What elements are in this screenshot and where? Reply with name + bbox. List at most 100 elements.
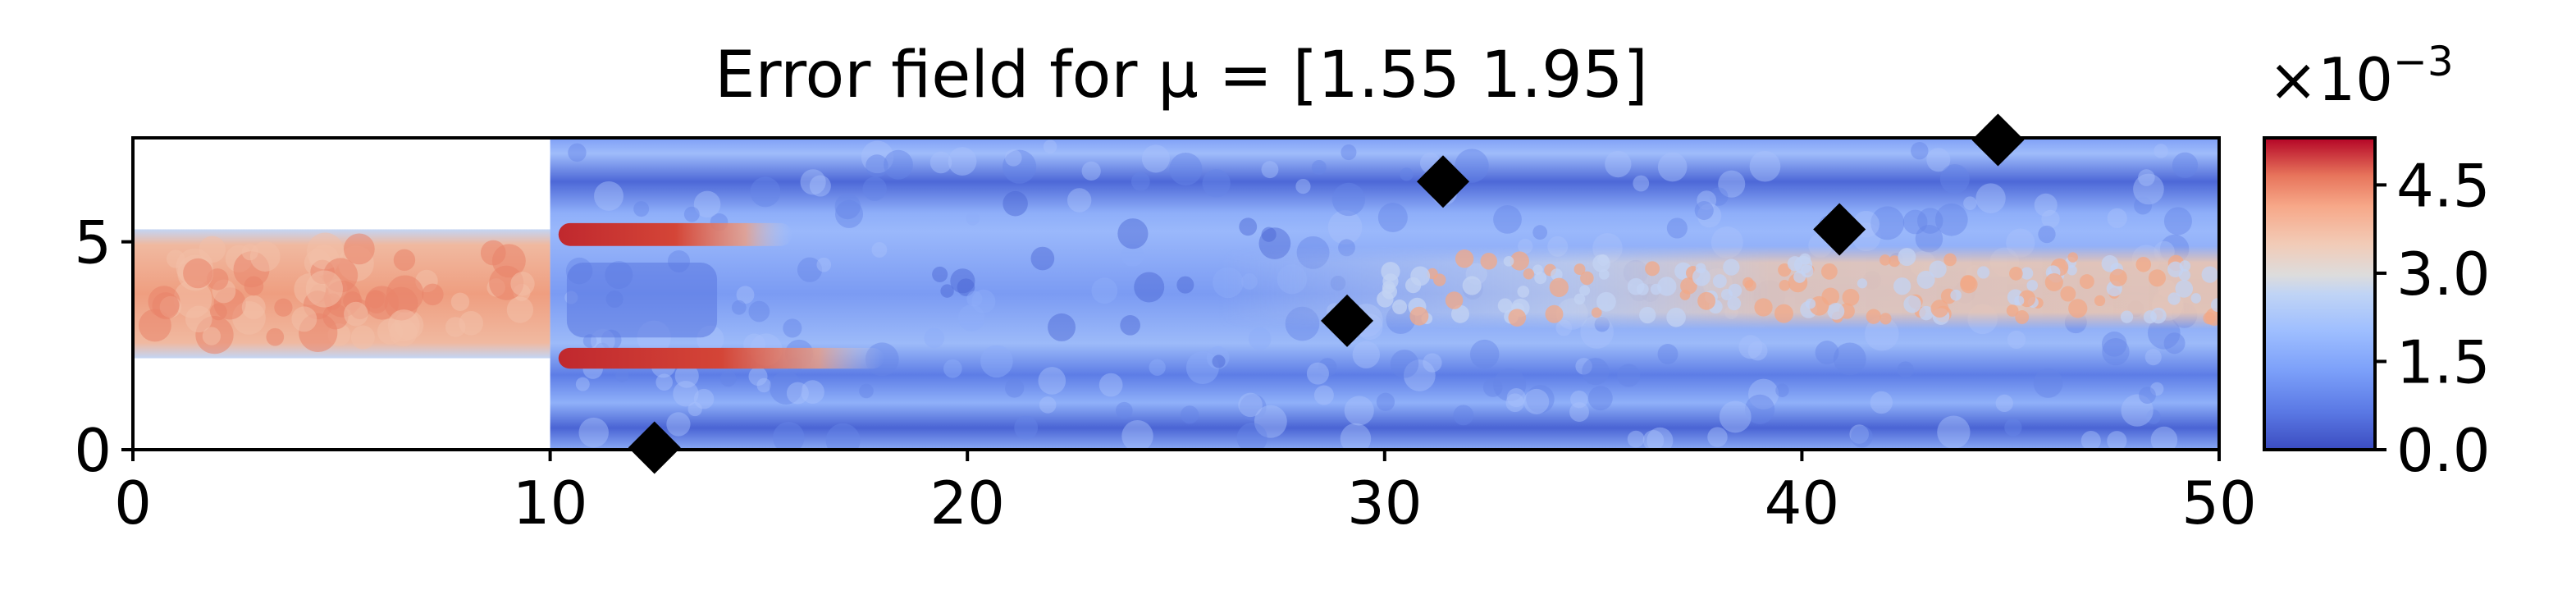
mesh-cell [1833, 342, 1866, 376]
mesh-cell [1617, 364, 1641, 387]
jet-speckle [1695, 263, 1706, 274]
jet-speckle [1523, 268, 1535, 280]
colorbar: 0.0 1.5 3.0 4.5 ×10−3 [2263, 38, 2491, 485]
mesh-cell [1915, 225, 1943, 253]
colorbar-tick-label: 0.0 [2396, 416, 2491, 485]
mesh-cell [2138, 169, 2155, 186]
inlet-texture-cell [305, 270, 343, 308]
mesh-cell [1455, 149, 1489, 183]
mesh-cell [1340, 423, 1372, 450]
mesh-cell [594, 181, 623, 211]
mesh-cell [1642, 429, 1665, 450]
colorbar-ticks: 0.0 1.5 3.0 4.5 [2375, 151, 2491, 485]
mesh-cell [1775, 383, 1789, 397]
mesh-cell [578, 417, 609, 448]
mesh-cell [750, 176, 781, 208]
mesh-cell [797, 257, 823, 282]
x-tick-label: 40 [1765, 469, 1840, 538]
jet-speckle [2135, 257, 2152, 272]
mesh-cell [1917, 208, 1943, 234]
jet-speckle [1903, 295, 1921, 313]
mesh-cell [1327, 210, 1363, 245]
mesh-cell [1130, 172, 1150, 191]
mesh-cell [1039, 396, 1057, 414]
mesh-cell [1002, 149, 1037, 184]
jet-speckle [1889, 255, 1901, 268]
mesh-cell [1261, 161, 1279, 179]
jet-speckle [2044, 272, 2063, 292]
jet-speckle [1977, 266, 1990, 279]
inlet-texture-cell [241, 295, 266, 319]
mesh-cell [2150, 426, 2178, 450]
mesh-cell [816, 257, 832, 272]
mesh-cell [1403, 359, 1436, 391]
jet-speckle [1943, 253, 1957, 267]
mesh-cell [2146, 409, 2161, 424]
colorbar-tick-label: 1.5 [2396, 327, 2491, 396]
mesh-cell [2080, 430, 2101, 450]
jet-speckle [1893, 277, 1911, 295]
mesh-cell [1005, 378, 1025, 398]
mesh-cell [1141, 144, 1170, 173]
mesh-cell [1117, 218, 1149, 249]
mesh-cell [2163, 332, 2185, 355]
inlet-texture-cell [480, 240, 506, 266]
mesh-cell [1815, 341, 1839, 364]
mesh-cell [1570, 390, 1588, 409]
jet-speckle [1692, 268, 1710, 286]
jet-speckle [1930, 300, 1949, 318]
mesh-cell [1870, 206, 1905, 240]
mesh-cell [1453, 405, 1474, 426]
jet-speckle [1727, 296, 1742, 311]
mesh-cell [866, 154, 888, 177]
mesh-cell [1116, 401, 1133, 419]
mesh-cell [1870, 391, 1893, 414]
mesh-cell [1236, 423, 1267, 450]
jet-speckle [1666, 307, 1686, 327]
mesh-cell [2134, 196, 2153, 215]
jet-speckle [1799, 253, 1811, 265]
mesh-cell [1248, 327, 1272, 350]
mesh-cell [2139, 387, 2156, 405]
mesh-cell [2038, 225, 2056, 244]
jet-speckle [2094, 295, 2106, 307]
mesh-cell [1647, 427, 1674, 450]
jet-speckle [1774, 304, 1793, 323]
jet-speckle [1857, 278, 1868, 289]
mesh-cell [1180, 405, 1199, 424]
mesh-cell [783, 318, 802, 338]
jet-speckle [1410, 266, 1431, 286]
jet-speckle [1382, 273, 1399, 290]
mesh-cell [568, 143, 587, 162]
jet-speckle [2060, 286, 2076, 302]
jet-speckle [2079, 274, 2094, 290]
inlet-texture-cell [249, 241, 281, 272]
mesh-cell [825, 423, 861, 450]
chart-title: Error field for μ = [1.55 1.95] [715, 39, 1648, 112]
jet-speckle [2167, 261, 2184, 277]
jet-speckle [2109, 268, 2127, 286]
colorbar-gradient [2263, 136, 2377, 451]
mesh-cell [884, 149, 913, 180]
mesh-cell [2101, 332, 2127, 357]
jet-speckle [1545, 304, 1564, 323]
inlet-core-low [566, 263, 718, 338]
mesh-cell [1030, 246, 1055, 271]
mesh-cell [1939, 164, 1970, 194]
mesh-cell [1149, 359, 1166, 376]
jet-speckle [1517, 286, 1530, 298]
mesh-cell [683, 206, 700, 222]
jet-speckle [1919, 305, 1934, 321]
mesh-cell [1897, 361, 1914, 378]
mesh-cell [2144, 349, 2162, 366]
jet-speckle [1534, 272, 1547, 285]
mesh-cell [1749, 150, 1781, 182]
jet-speckle [1754, 298, 1773, 317]
jet-speckle [1697, 291, 1716, 310]
inlet-texture-cell [202, 327, 222, 345]
mesh-cell [957, 278, 975, 296]
mesh-cell [2102, 338, 2130, 366]
jet-speckle [1916, 270, 1935, 289]
jet-speckle [2021, 267, 2034, 280]
jet-speckle [1497, 298, 1513, 313]
